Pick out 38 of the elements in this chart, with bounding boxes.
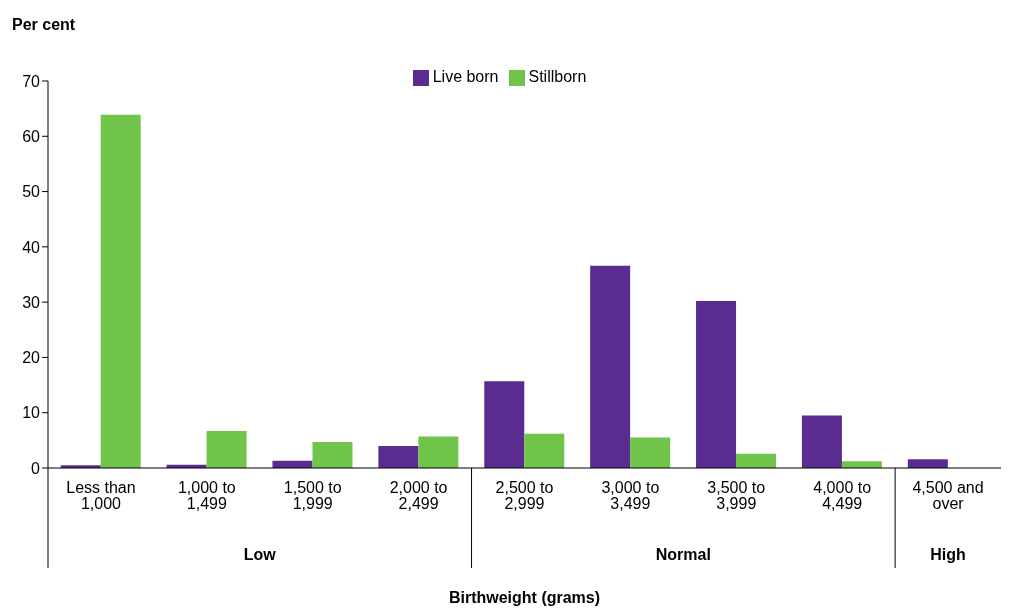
bar bbox=[630, 437, 671, 468]
x-tick-label: 1,500 to 1,999 bbox=[283, 479, 342, 513]
legend-label: Stillborn bbox=[528, 68, 587, 85]
bar bbox=[378, 445, 419, 468]
bar bbox=[907, 459, 948, 468]
text: Low bbox=[243, 546, 277, 563]
y-tick-label: 30 bbox=[22, 293, 41, 311]
x-tick-label: Less than 1,000 bbox=[66, 479, 136, 513]
legend-label: Live born bbox=[432, 68, 499, 85]
y-axis-title: Per cent bbox=[12, 16, 76, 33]
x-tick-label: 2,500 to 2,999 bbox=[495, 479, 554, 513]
bar bbox=[841, 461, 882, 468]
y-tick-label: 0 bbox=[31, 459, 41, 477]
y-tick-label: 70 bbox=[22, 72, 41, 90]
text: Normal bbox=[655, 546, 711, 563]
bar bbox=[418, 436, 459, 468]
x-tick-label: 1,000 to 1,499 bbox=[177, 479, 236, 513]
bar bbox=[312, 442, 353, 468]
bar bbox=[100, 114, 141, 468]
x-tick-label: 4,000 to 4,499 bbox=[813, 479, 872, 513]
bar bbox=[590, 265, 631, 468]
y-tick-label: 40 bbox=[22, 238, 41, 256]
x-tick-label: 3,000 to 3,499 bbox=[601, 479, 660, 513]
y-tick-label: 20 bbox=[22, 349, 41, 367]
text: High bbox=[930, 546, 966, 563]
x-tick-label: 3,500 to 3,999 bbox=[707, 479, 766, 513]
y-tick-label: 60 bbox=[22, 127, 41, 145]
x-tick-label: 2,000 to 2,499 bbox=[389, 479, 448, 513]
bar bbox=[696, 301, 737, 468]
x-axis-title: Birthweight (grams) bbox=[448, 589, 601, 606]
x-tick-label: 4,500 and over bbox=[912, 479, 984, 513]
y-tick-label: 50 bbox=[22, 183, 41, 201]
bar bbox=[524, 433, 565, 468]
bar bbox=[206, 430, 247, 468]
bar bbox=[801, 415, 842, 468]
y-tick-label: 10 bbox=[22, 404, 41, 422]
bar bbox=[484, 381, 525, 468]
bar bbox=[736, 453, 777, 468]
